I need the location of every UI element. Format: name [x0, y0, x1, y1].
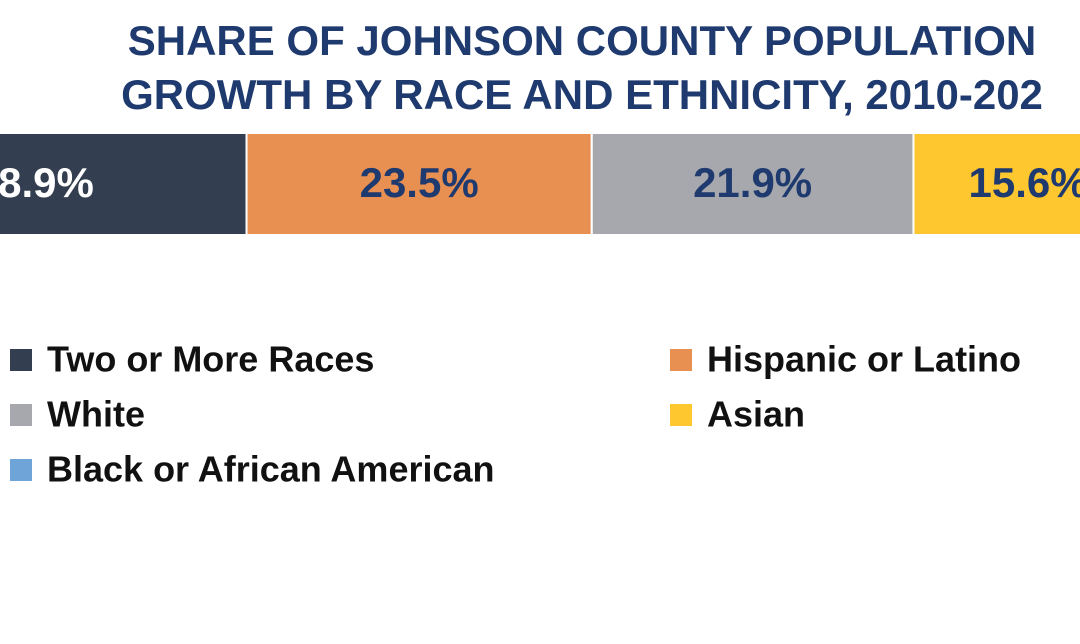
bar-segment — [0, 132, 248, 236]
legend-label: Hispanic or Latino — [707, 339, 1021, 380]
legend-label: Two or More Races — [47, 339, 374, 380]
legend-swatch — [670, 349, 692, 371]
legend-label: White — [47, 394, 145, 435]
legend-swatch — [10, 404, 32, 426]
legend-swatch — [670, 404, 692, 426]
bar-segment — [912, 132, 1080, 236]
data-label: 21.9% — [693, 159, 812, 206]
data-label: 15.6% — [969, 159, 1080, 206]
bar-segment — [245, 132, 593, 236]
chart-title: SHARE OF JOHNSON COUNTY POPULATION — [128, 17, 1037, 64]
legend-label: Asian — [707, 394, 805, 435]
legend-label: Black or African American — [47, 449, 495, 490]
legend-swatch — [10, 349, 32, 371]
data-label: 28.9% — [0, 159, 94, 206]
chart-title: GROWTH BY RACE AND ETHNICITY, 2010-202 — [121, 71, 1043, 118]
data-label: 23.5% — [360, 159, 479, 206]
bar-segment — [590, 132, 915, 236]
legend-swatch — [10, 459, 32, 481]
